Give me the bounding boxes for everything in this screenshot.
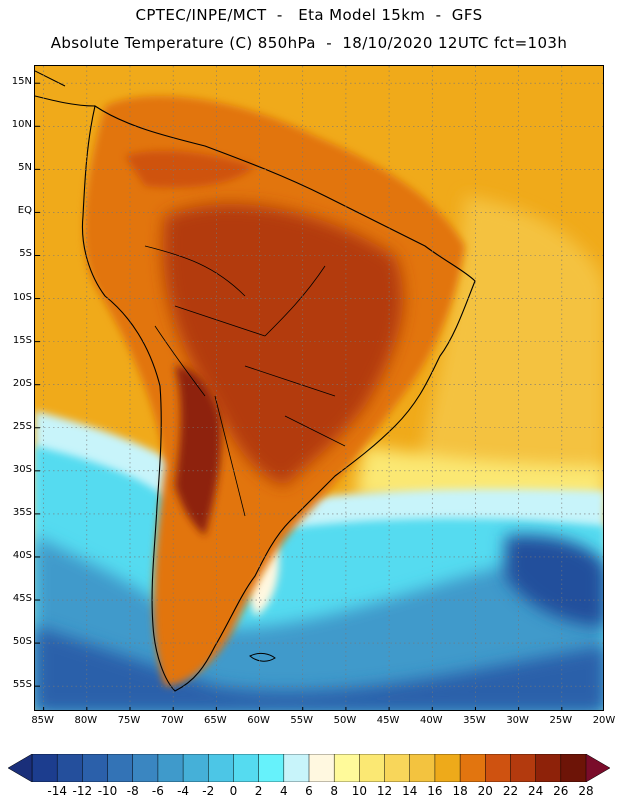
lat-lon-grid [35, 66, 603, 710]
colorbar-tick-label: 2 [254, 784, 263, 798]
colorbar-swatch [182, 754, 210, 782]
longitude-label: 80W [74, 715, 98, 726]
longitude-label: 25W [549, 715, 573, 726]
colorbar-swatch [359, 754, 386, 782]
colorbar-tick-label: 24 [527, 784, 544, 798]
longitude-label: 85W [31, 715, 54, 726]
colorbar-tick-label: 18 [452, 784, 468, 798]
colorbar-swatch [56, 754, 84, 782]
colorbar-swatch [510, 754, 537, 782]
latitude-label: 15N [11, 76, 32, 88]
colorbar-swatch [82, 754, 109, 782]
latitude-label: 55S [12, 679, 32, 691]
latitude-label: 20S [12, 377, 32, 389]
longitude-label: 55W [290, 715, 314, 726]
coastline-south-america [81, 105, 476, 692]
colorbar-swatch [157, 754, 184, 782]
colorbar-tick-label: 6 [305, 784, 313, 798]
latitude-label: 45S [12, 593, 32, 605]
temperature-field [35, 66, 603, 710]
colorbar-swatch [459, 754, 487, 782]
central-america-coast [35, 70, 96, 107]
longitude-label: 70W [160, 715, 184, 726]
colorbar-swatch [283, 754, 310, 782]
andes-hot-strip [175, 366, 222, 536]
longitude-label: 75W [117, 715, 141, 726]
longitude-label: 50W [333, 715, 357, 726]
colorbar-max-arrow [585, 754, 610, 782]
map-subtitle: Absolute Temperature (C) 850hPa - 18/10/… [50, 34, 568, 52]
colorbar-swatch [107, 754, 134, 782]
colorbar-tick-label: -6 [151, 784, 164, 798]
colorbar-tick-label: 12 [376, 784, 393, 798]
colorbar-tick-label: -12 [72, 784, 93, 798]
colorbar-swatch [434, 754, 461, 782]
cold-patch-east [505, 535, 603, 626]
longitude-label: 40W [419, 715, 443, 726]
colorbar-tick-label: -14 [47, 784, 67, 798]
colorbar-swatch [535, 754, 562, 782]
latitude-label: 10S [12, 291, 32, 303]
colorbar-swatch [233, 754, 260, 782]
longitude-label: 60W [247, 715, 270, 726]
colorbar-swatch [208, 754, 235, 782]
colorbar-swatch [258, 754, 285, 782]
temperature-map [34, 65, 604, 711]
colorbar-tick-label: 22 [502, 784, 519, 798]
latitude-label: 25S [12, 420, 32, 432]
latitude-label: 5N [18, 162, 32, 174]
colorbar-tick-label: -4 [177, 784, 190, 798]
colorbar-tick-label: 0 [229, 784, 238, 798]
latitude-label: 40S [12, 549, 32, 561]
colorbar-swatch [308, 754, 335, 782]
latitude-label: 30S [12, 463, 32, 475]
longitude-label: 65W [204, 715, 227, 726]
latitude-label: 35S [12, 506, 32, 518]
continent-hot-core [163, 203, 404, 486]
colorbar-tick-label: 14 [402, 784, 418, 798]
colorbar-swatch [384, 754, 411, 782]
southern-ocean-deep-blue [35, 626, 603, 710]
temperature-colorbar [8, 754, 610, 782]
colorbar-swatch [31, 754, 58, 782]
latitude-label: 15S [12, 334, 32, 346]
latitude-label: 5S [19, 248, 32, 260]
colorbar-swatch [485, 754, 512, 782]
north-hot-patch [125, 150, 255, 188]
longitude-label: 20W [592, 715, 616, 726]
longitude-label: 35W [463, 715, 486, 726]
colorbar-swatch [333, 754, 361, 782]
colorbar-swatch [409, 754, 436, 782]
atlantic-warm-zone [415, 196, 603, 489]
map-title: CPTEC/INPE/MCT - Eta Model 15km - GFS [135, 6, 483, 24]
colorbar-swatch [132, 754, 159, 782]
colorbar-tick-label: 26 [553, 784, 569, 798]
latitude-label: 50S [12, 636, 32, 648]
colorbar-tick-label: -2 [202, 784, 215, 798]
colorbar-tick-label: 20 [477, 784, 493, 798]
longitude-label: 45W [376, 715, 400, 726]
falklands-outline [249, 652, 276, 662]
colorbar-tick-label: -8 [126, 784, 139, 798]
colorbar-swatch [560, 754, 587, 782]
longitude-label: 30W [506, 715, 529, 726]
colorbar-tick-label: 28 [578, 784, 594, 798]
colorbar-tick-label: 10 [351, 784, 367, 798]
internal-borders [144, 245, 346, 517]
colorbar-min-arrow [8, 754, 33, 782]
latitude-label: 10N [11, 119, 32, 131]
colorbar-tick-label: 16 [427, 784, 443, 798]
colorbar-tick-label: -10 [97, 784, 118, 798]
latitude-label: EQ [17, 205, 32, 217]
colorbar-tick-label: 8 [330, 784, 338, 798]
colorbar-tick-label: 4 [279, 784, 288, 798]
